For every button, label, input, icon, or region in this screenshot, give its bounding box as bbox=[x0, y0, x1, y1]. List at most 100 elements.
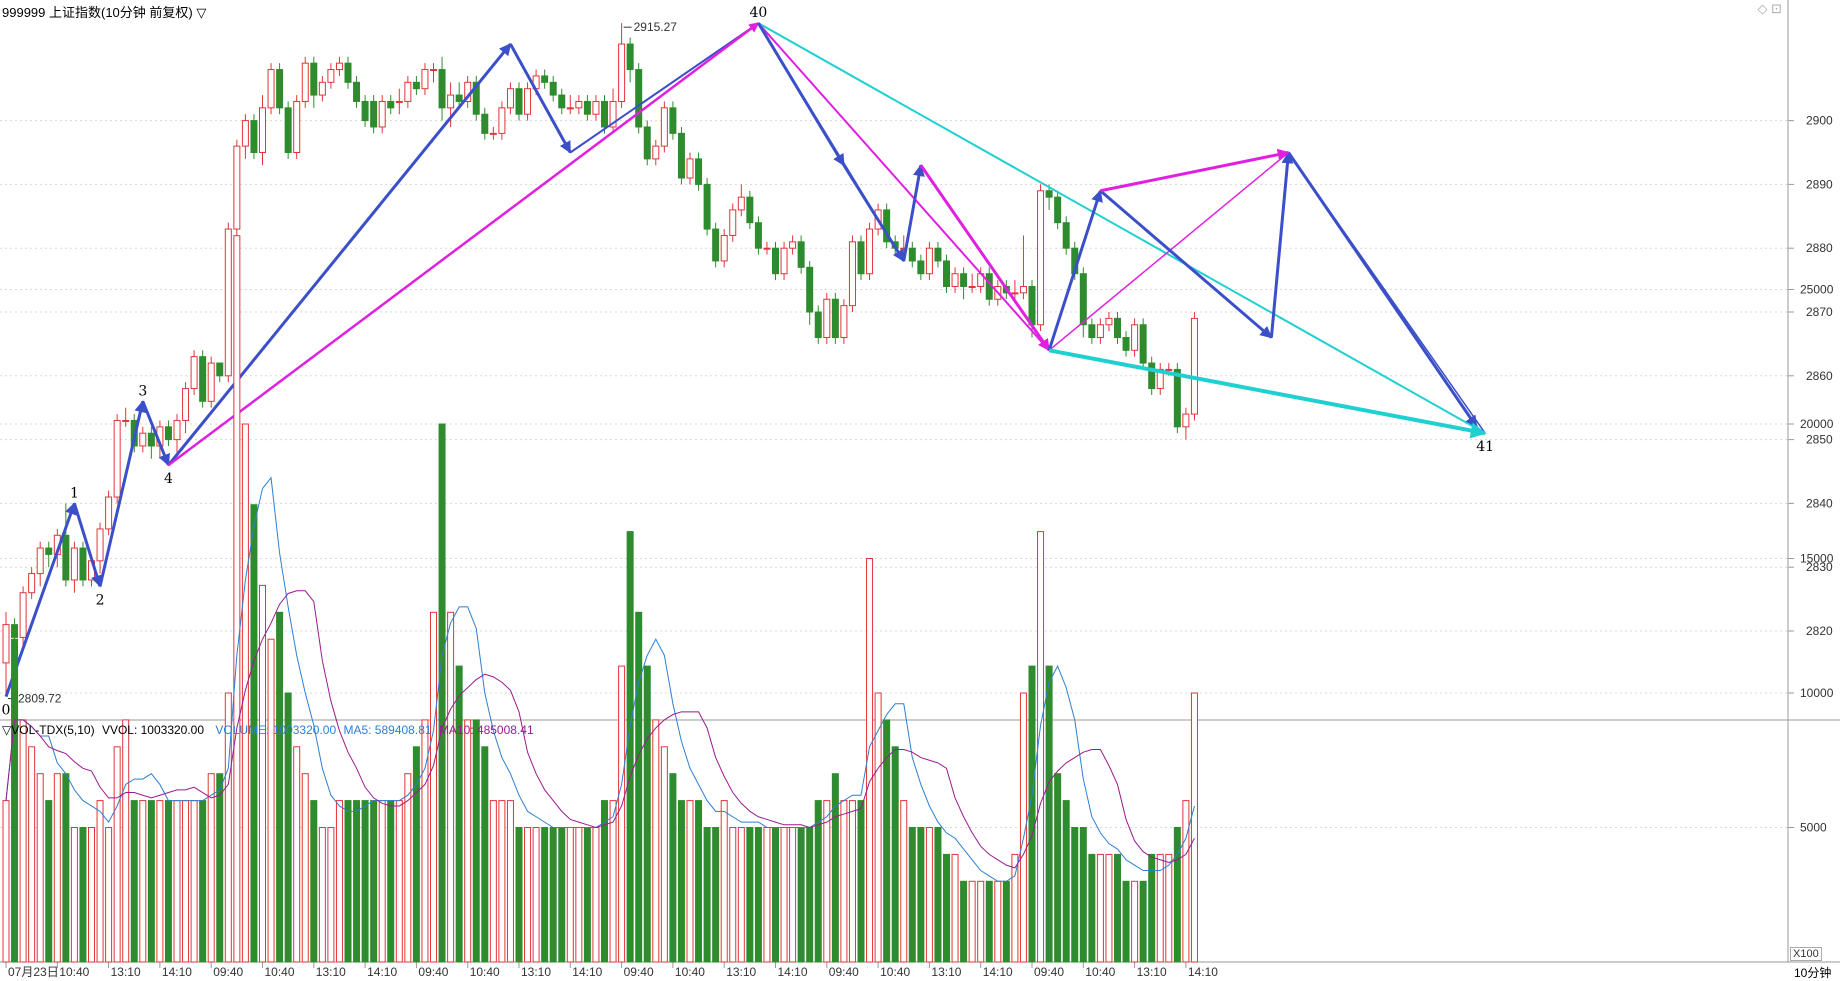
volume-bar bbox=[1002, 880, 1010, 963]
window-icons[interactable]: ◇ ⊡ bbox=[1757, 1, 1782, 17]
candle-body bbox=[1079, 273, 1087, 326]
time-tick-label: 13:10 bbox=[1137, 965, 1167, 979]
period-label[interactable]: 10分钟 bbox=[1794, 966, 1832, 980]
restore-icon[interactable]: ⊡ bbox=[1771, 1, 1782, 16]
volume-bar bbox=[412, 746, 420, 963]
price-grid bbox=[0, 120, 1788, 632]
candle-body bbox=[857, 241, 865, 275]
volume-bar bbox=[626, 531, 634, 963]
candle-body bbox=[404, 81, 412, 102]
volume-bar bbox=[318, 827, 326, 963]
time-tick-label: 10:40 bbox=[675, 965, 705, 979]
volume-bar bbox=[994, 880, 1002, 963]
volume-bar bbox=[464, 719, 472, 963]
volume-bar bbox=[147, 800, 155, 963]
volume-bar bbox=[353, 800, 361, 963]
time-tick-label: 14:10 bbox=[572, 965, 602, 979]
candle-body bbox=[840, 305, 848, 339]
candle-body bbox=[677, 132, 685, 179]
wave-line bbox=[919, 164, 1051, 352]
candle-body bbox=[746, 196, 754, 224]
volume-bar bbox=[1071, 827, 1079, 963]
candle-body bbox=[1190, 317, 1198, 415]
wave-label: 0 bbox=[2, 703, 11, 719]
volume-bar bbox=[241, 423, 249, 963]
candle-body bbox=[45, 547, 53, 555]
volume-bar bbox=[968, 880, 976, 963]
volume-bar bbox=[677, 800, 685, 963]
volume-bar bbox=[840, 800, 848, 963]
diamond-icon[interactable]: ◇ bbox=[1757, 1, 1768, 16]
volume-bar bbox=[712, 827, 720, 963]
price-axis-ticks: 2820 2830 2840 2850 2860 2870 2880 2890 2900 bbox=[1788, 114, 1833, 638]
volume-bar bbox=[866, 558, 874, 963]
volume-bar bbox=[506, 800, 514, 963]
candle-body bbox=[660, 107, 668, 147]
candle-body bbox=[267, 69, 275, 109]
volume-bar bbox=[1028, 665, 1036, 963]
time-tick-label: 10:40 bbox=[59, 965, 89, 979]
candle-body bbox=[780, 247, 788, 275]
time-tick-label: 09:40 bbox=[1034, 965, 1064, 979]
volume-bar bbox=[857, 800, 865, 963]
candle-body bbox=[1054, 196, 1062, 224]
candle-body bbox=[284, 107, 292, 153]
volume-bar bbox=[301, 773, 309, 963]
candle-body bbox=[430, 69, 437, 72]
time-tick-label: 07月23日 bbox=[8, 965, 59, 979]
volume-bar bbox=[806, 827, 814, 963]
volume-bar bbox=[472, 719, 480, 963]
time-tick-label: 14:10 bbox=[778, 965, 808, 979]
volume-bar bbox=[1182, 800, 1190, 963]
volume-bar bbox=[19, 719, 27, 963]
volume-bar bbox=[1190, 692, 1198, 963]
volume-bar bbox=[583, 827, 591, 963]
volume-bar bbox=[498, 800, 506, 963]
volume-bar bbox=[686, 800, 694, 963]
wave-line bbox=[98, 400, 147, 587]
candle-body bbox=[327, 69, 335, 83]
volume-bar bbox=[1019, 692, 1027, 963]
volume-bar bbox=[549, 827, 557, 963]
volume-bar bbox=[36, 773, 44, 963]
candle-body bbox=[609, 100, 617, 128]
indicator-name[interactable]: ▽VOL-TDX(5,10) bbox=[2, 723, 95, 737]
candle-body bbox=[643, 126, 651, 160]
wave-label: 2 bbox=[96, 592, 105, 608]
candle-body bbox=[541, 75, 549, 83]
candle-body bbox=[233, 145, 241, 230]
time-tick-label: 14:10 bbox=[367, 965, 397, 979]
candle-body bbox=[96, 528, 104, 562]
volume-bar bbox=[1011, 853, 1019, 963]
volume-bar bbox=[447, 611, 455, 963]
volume-bar bbox=[207, 773, 215, 963]
volume-bar bbox=[293, 746, 301, 963]
candle-body bbox=[823, 298, 831, 339]
volume-bar bbox=[703, 827, 711, 963]
volume-bar bbox=[335, 800, 343, 963]
volume-bar bbox=[79, 827, 87, 963]
wave-line bbox=[757, 22, 846, 167]
volume-tick-label: 25000 bbox=[1800, 283, 1834, 297]
volume-bar bbox=[695, 800, 703, 963]
time-axis-ticks: 07月23日 10:40 13:10 14:10 09:40 10:40 13:10 14:1… bbox=[5, 962, 1218, 979]
candle-body bbox=[720, 234, 728, 262]
candle-body bbox=[951, 273, 959, 287]
candle-body bbox=[558, 94, 566, 109]
wave-line bbox=[1047, 189, 1103, 351]
volume-bar bbox=[541, 827, 549, 963]
candle-body bbox=[241, 120, 249, 147]
candle-body bbox=[524, 88, 532, 115]
volume-tick-label: 5000 bbox=[1800, 821, 1827, 835]
volume-bar bbox=[737, 827, 745, 963]
candle-body bbox=[216, 362, 224, 377]
candle-body bbox=[361, 100, 369, 122]
candle-body bbox=[122, 419, 130, 422]
volume-bar bbox=[925, 827, 933, 963]
candle-body bbox=[1148, 362, 1156, 390]
volume-bar bbox=[11, 638, 19, 963]
volume-bar bbox=[267, 638, 275, 963]
candle-body bbox=[293, 100, 301, 153]
volume-bar bbox=[105, 827, 113, 963]
